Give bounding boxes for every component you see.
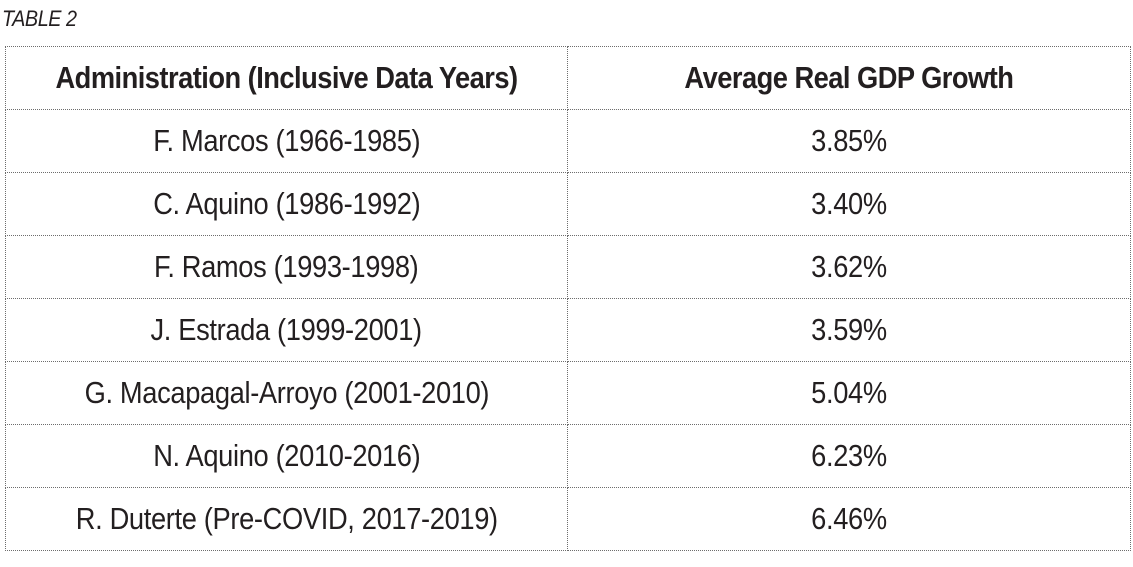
gdp-growth-cell: 3.62%	[567, 235, 1131, 299]
gdp-growth-cell: 3.85%	[567, 109, 1131, 173]
administration-cell: F. Ramos (1993-1998)	[5, 235, 568, 299]
gdp-growth-cell: 3.59%	[567, 298, 1131, 362]
table-row: F. Ramos (1993-1998) 3.62%	[5, 235, 1131, 299]
table-row: J. Estrada (1999-2001) 3.59%	[5, 298, 1131, 362]
gdp-growth-cell: 3.40%	[567, 172, 1131, 236]
administration-cell: F. Marcos (1966-1985)	[5, 109, 568, 173]
administration-cell: C. Aquino (1986-1992)	[5, 172, 568, 236]
table-row: N. Aquino (2010-2016) 6.23%	[5, 424, 1131, 488]
table-row: C. Aquino (1986-1992) 3.40%	[5, 172, 1131, 236]
table-caption: TABLE 2	[2, 6, 77, 31]
administration-cell: J. Estrada (1999-2001)	[5, 298, 568, 362]
gdp-growth-cell: 5.04%	[567, 361, 1131, 425]
administration-cell: N. Aquino (2010-2016)	[5, 424, 568, 488]
table-row: G. Macapagal-Arroyo (2001-2010) 5.04%	[5, 361, 1131, 425]
gdp-growth-table: Administration (Inclusive Data Years) Av…	[5, 46, 1131, 551]
column-header-gdp-growth: Average Real GDP Growth	[567, 46, 1131, 110]
table-row: F. Marcos (1966-1985) 3.85%	[5, 109, 1131, 173]
gdp-growth-cell: 6.23%	[567, 424, 1131, 488]
column-header-administration: Administration (Inclusive Data Years)	[5, 46, 568, 110]
table-row: R. Duterte (Pre-COVID, 2017-2019) 6.46%	[5, 487, 1131, 551]
table-header-row: Administration (Inclusive Data Years) Av…	[5, 46, 1131, 110]
administration-cell: R. Duterte (Pre-COVID, 2017-2019)	[5, 487, 568, 551]
gdp-growth-cell: 6.46%	[567, 487, 1131, 551]
administration-cell: G. Macapagal-Arroyo (2001-2010)	[5, 361, 568, 425]
